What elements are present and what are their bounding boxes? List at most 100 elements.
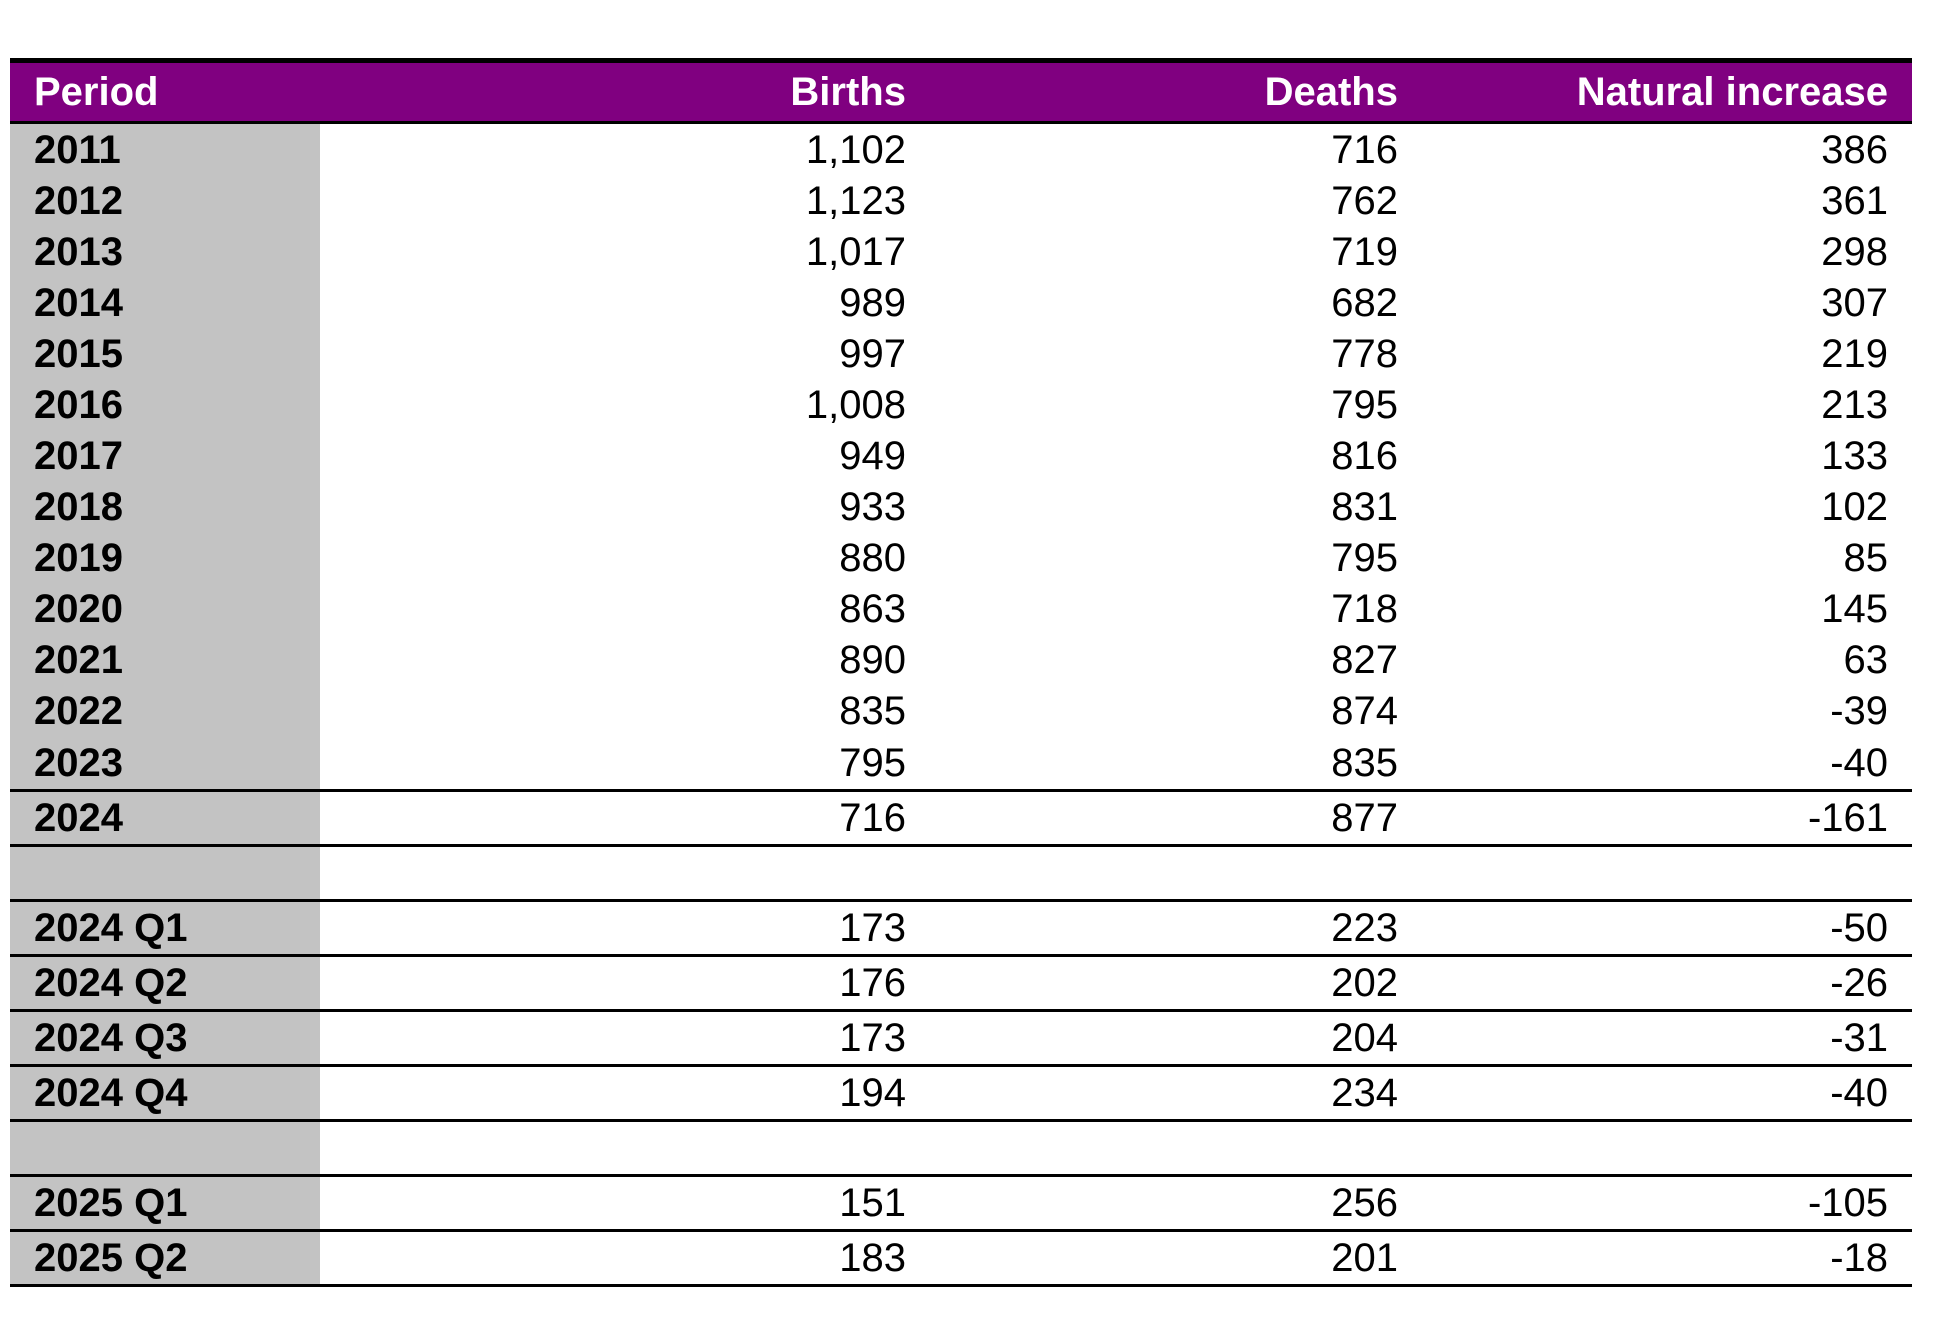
table-row-quarter: 2025 Q1 151 256 -105 (10, 1175, 1912, 1232)
spacer-row (10, 845, 1912, 902)
header-deaths: Deaths (930, 58, 1422, 124)
period-cell: 2023 (10, 736, 320, 791)
table-row: 2019 880 795 85 (10, 532, 1912, 583)
deaths-cell: 795 (1331, 535, 1398, 580)
births-cell: 173 (320, 1010, 930, 1067)
table-row-quarter: 2024 Q4 194 234 -40 (10, 1065, 1912, 1122)
births-cell: 997 (839, 331, 906, 376)
spacer-cell (930, 845, 1422, 902)
table-row-quarter: 2024 Q2 176 202 -26 (10, 955, 1912, 1012)
births-deaths-table-container: Period Births Deaths Natural increase 20… (10, 58, 1912, 1287)
table-row: 2023 795 835 -40 (10, 736, 1912, 791)
period-cell: 2022 (10, 685, 320, 736)
deaths-cell: 835 (1331, 740, 1398, 785)
births-cell: 1,123 (805, 178, 906, 223)
natural-increase-cell: 63 (1843, 637, 1889, 682)
births-cell: 194 (320, 1065, 930, 1122)
births-cell: 949 (839, 433, 906, 478)
births-cell: 863 (839, 586, 906, 631)
period-cell: 2025 Q1 (10, 1175, 320, 1232)
spacer-cell (1422, 1120, 1912, 1177)
births-cell: 880 (839, 535, 906, 580)
period-cell: 2020 (10, 583, 320, 634)
natural-increase-cell: -105 (1422, 1175, 1912, 1232)
period-cell: 2018 (10, 481, 320, 532)
spacer-cell (930, 1120, 1422, 1177)
table-row: 2017 949 816 133 (10, 430, 1912, 481)
natural-increase-cell: 386 (1821, 127, 1888, 172)
births-cell: 933 (839, 484, 906, 529)
spacer-row (10, 1120, 1912, 1177)
deaths-cell: 256 (930, 1175, 1422, 1232)
deaths-cell: 202 (930, 955, 1422, 1012)
births-cell: 183 (320, 1230, 930, 1287)
table-row-quarter: 2025 Q2 183 201 -18 (10, 1230, 1912, 1287)
deaths-cell: 877 (930, 789, 1422, 847)
deaths-cell: 718 (1331, 586, 1398, 631)
period-cell: 2025 Q2 (10, 1230, 320, 1287)
table-row: 2016 1,008 795 213 (10, 379, 1912, 430)
births-cell: 173 (320, 900, 930, 957)
table-row: 2020 863 718 145 (10, 583, 1912, 634)
period-cell: 2011 (10, 122, 320, 175)
period-cell: 2014 (10, 277, 320, 328)
natural-increase-cell: 219 (1821, 331, 1888, 376)
deaths-cell: 234 (930, 1065, 1422, 1122)
deaths-cell: 874 (1331, 688, 1398, 733)
natural-increase-cell: 133 (1821, 433, 1888, 478)
deaths-cell: 831 (1331, 484, 1398, 529)
natural-increase-cell: 145 (1821, 586, 1888, 631)
natural-increase-cell: -39 (1830, 688, 1888, 733)
table-body: 2011 1,102 716 386 2012 1,123 762 361 20… (10, 122, 1912, 1287)
header-row: Period Births Deaths Natural increase (10, 58, 1912, 124)
deaths-cell: 827 (1331, 637, 1398, 682)
table-row: 2014 989 682 307 (10, 277, 1912, 328)
period-cell: 2015 (10, 328, 320, 379)
period-cell: 2012 (10, 175, 320, 226)
period-cell: 2017 (10, 430, 320, 481)
births-cell: 795 (839, 740, 906, 785)
births-cell: 989 (839, 280, 906, 325)
natural-increase-cell: -40 (1422, 1065, 1912, 1122)
header-births: Births (320, 58, 930, 124)
header-period: Period (10, 58, 320, 124)
natural-increase-cell: -161 (1422, 789, 1912, 847)
spacer-cell (1422, 845, 1912, 902)
births-cell: 835 (839, 688, 906, 733)
deaths-cell: 816 (1331, 433, 1398, 478)
period-cell: 2016 (10, 379, 320, 430)
period-cell: 2019 (10, 532, 320, 583)
natural-increase-cell: -50 (1422, 900, 1912, 957)
births-cell: 1,008 (805, 382, 906, 427)
header-natural-increase: Natural increase (1422, 58, 1912, 124)
births-cell: 176 (320, 955, 930, 1012)
deaths-cell: 778 (1331, 331, 1398, 376)
deaths-cell: 719 (1331, 229, 1398, 274)
natural-increase-cell: 361 (1821, 178, 1888, 223)
births-deaths-table: Period Births Deaths Natural increase 20… (10, 58, 1912, 1287)
table-header: Period Births Deaths Natural increase (10, 58, 1912, 124)
spacer-cell (320, 1120, 930, 1177)
period-cell: 2024 (10, 789, 320, 847)
natural-increase-cell: 213 (1821, 382, 1888, 427)
births-cell: 716 (320, 789, 930, 847)
spacer-period-cell (10, 845, 320, 902)
natural-increase-cell: -26 (1422, 955, 1912, 1012)
period-cell: 2024 Q4 (10, 1065, 320, 1122)
deaths-cell: 795 (1331, 382, 1398, 427)
deaths-cell: 762 (1331, 178, 1398, 223)
table-row: 2018 933 831 102 (10, 481, 1912, 532)
table-row: 2015 997 778 219 (10, 328, 1912, 379)
deaths-cell: 223 (930, 900, 1422, 957)
table-row: 2013 1,017 719 298 (10, 226, 1912, 277)
table-row: 2022 835 874 -39 (10, 685, 1912, 736)
deaths-cell: 716 (1331, 127, 1398, 172)
natural-increase-cell: -40 (1830, 740, 1888, 785)
natural-increase-cell: -31 (1422, 1010, 1912, 1067)
period-cell: 2024 Q1 (10, 900, 320, 957)
period-cell: 2024 Q3 (10, 1010, 320, 1067)
table-row: 2012 1,123 762 361 (10, 175, 1912, 226)
period-cell: 2021 (10, 634, 320, 685)
births-cell: 890 (839, 637, 906, 682)
natural-increase-cell: -18 (1422, 1230, 1912, 1287)
